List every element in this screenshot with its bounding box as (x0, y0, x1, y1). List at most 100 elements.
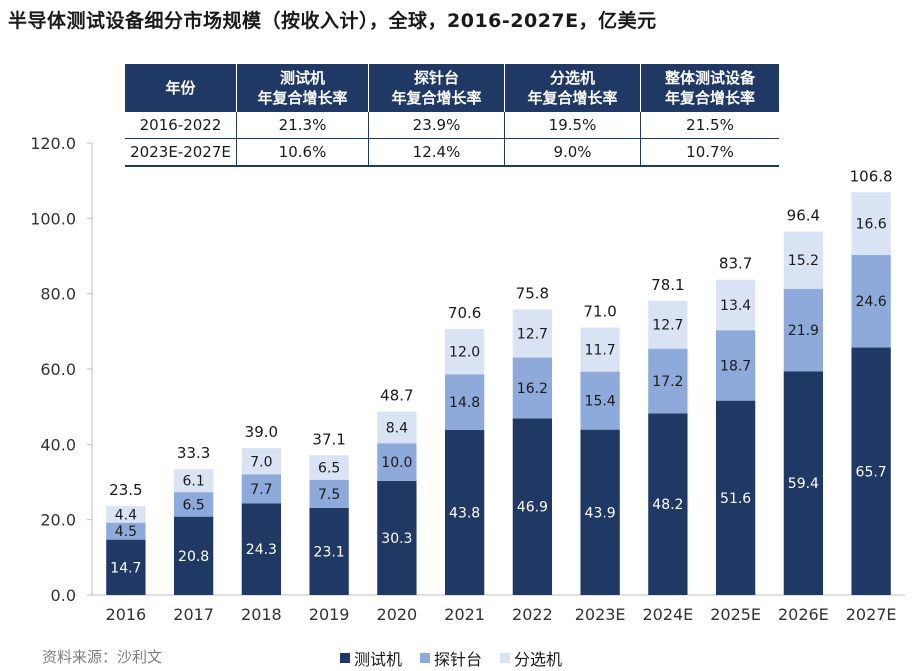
legend-label-prober: 探针台 (434, 650, 483, 669)
data-label: 43.9 (585, 505, 616, 521)
data-label: 14.7 (110, 560, 141, 576)
bar-segment-tester (715, 400, 756, 595)
data-label: 16.2 (517, 381, 548, 397)
total-label: 37.1 (312, 430, 345, 448)
bar-segment-tester (309, 507, 349, 595)
x-tick-label: 2026E (778, 605, 829, 624)
y-tick-label: 60.0 (40, 360, 76, 379)
legend-item-prober: 探针台 (420, 646, 482, 670)
data-label: 12.7 (652, 318, 683, 334)
cagr-header-line: 年复合增长率 (664, 89, 755, 107)
cagr-cell: 2016-2022 (125, 112, 237, 139)
total-label: 33.3 (177, 444, 210, 462)
cagr-header-line: 年复合增长率 (391, 89, 482, 107)
data-label: 12.0 (449, 345, 480, 361)
cagr-cell: 2023E-2027E (125, 138, 237, 167)
data-label: 20.8 (178, 549, 209, 565)
data-label: 17.2 (652, 374, 683, 390)
y-tick-label: 120.0 (30, 134, 76, 153)
cagr-table: 年份 测试机年复合增长率 探针台 年复合增长率 分选机年复合增长率 整体测试设备年… (125, 64, 779, 167)
bar-segment-handler (309, 455, 349, 480)
data-label: 51.6 (720, 491, 751, 507)
total-label: 70.6 (448, 304, 481, 322)
cagr-header-line: 分选机 (549, 69, 595, 87)
data-label: 24.3 (246, 542, 277, 558)
bar-segment-tester (444, 430, 485, 595)
bar-segment-handler (173, 469, 214, 493)
cagr-header-year: 年份 (125, 64, 237, 112)
bar-segment-tester (512, 418, 553, 595)
bar-segment-tester (377, 480, 417, 595)
bar-segment-tester (851, 347, 891, 595)
data-label: 18.7 (720, 358, 751, 374)
bar-segment-prober (851, 254, 891, 348)
cagr-header-line: 年份 (165, 79, 196, 97)
x-tick-label: 2017 (173, 605, 214, 624)
data-label: 46.9 (517, 500, 548, 516)
bar-segment-prober (377, 443, 417, 481)
data-label: 6.5 (182, 497, 204, 513)
data-label: 24.6 (856, 294, 887, 310)
x-tick-label: 2025E (710, 605, 761, 624)
data-label: 7.5 (318, 487, 340, 503)
cagr-header-line: 测试机 (279, 69, 325, 87)
bar-segment-prober (241, 474, 282, 504)
total-label: 96.4 (787, 207, 820, 225)
total-label: 39.0 (245, 423, 278, 441)
x-tick-label: 2018 (241, 605, 282, 624)
data-label: 6.1 (182, 474, 204, 490)
cagr-cell: 10.6% (236, 138, 369, 167)
chart-title: 半导体测试设备细分市场规模（按收入计），全球，2016-2027E，亿美元 (8, 10, 657, 32)
cagr-cell: 10.7% (640, 138, 779, 167)
bar-segment-prober (512, 357, 553, 419)
y-tick-label: 20.0 (40, 511, 76, 530)
total-label: 71.0 (583, 303, 616, 321)
bar-segment-tester (648, 413, 688, 595)
cagr-cell: 19.5% (504, 112, 641, 139)
total-label: 75.8 (516, 284, 549, 302)
source-note: 资料来源：沙利文 (42, 648, 163, 666)
legend: 测试机 探针台 分选机 (340, 646, 562, 670)
legend-item-tester: 测试机 (340, 646, 402, 670)
bar-segment-prober (648, 348, 688, 414)
data-label: 4.4 (115, 507, 137, 523)
bar-segment-tester (241, 503, 282, 595)
x-tick-label: 2027E (846, 605, 897, 624)
cagr-cell: 21.3% (236, 112, 369, 139)
total-label: 83.7 (719, 255, 752, 273)
y-tick-label: 80.0 (40, 285, 76, 304)
cagr-header-line: 年复合增长率 (527, 89, 618, 107)
bar-segment-prober (444, 374, 485, 431)
total-label: 23.5 (109, 481, 142, 499)
x-tick-label: 2024E (642, 605, 693, 624)
y-tick-label: 100.0 (30, 209, 76, 228)
bar-segment-tester (783, 371, 824, 595)
x-tick-label: 2016 (106, 605, 147, 624)
cagr-header-prober: 探针台 年复合增长率 (368, 64, 505, 112)
bar-segment-handler (783, 231, 824, 289)
y-tick-label: 0.0 (51, 586, 76, 605)
cagr-row: 2016-2022 21.3% 23.9% 19.5% 21.5% (125, 112, 779, 139)
x-tick-label: 2019 (309, 605, 350, 624)
bar-segment-handler (715, 279, 756, 331)
x-tick-label: 2021 (444, 605, 485, 624)
bar-segment-tester (173, 516, 214, 595)
cagr-cell: 23.9% (368, 112, 505, 139)
legend-label-handler: 分选机 (514, 650, 563, 669)
data-label: 65.7 (856, 464, 887, 480)
data-label: 59.4 (788, 476, 819, 492)
data-label: 4.5 (115, 524, 137, 540)
data-label: 7.7 (250, 482, 272, 498)
y-tick-label: 40.0 (40, 435, 76, 454)
legend-label-tester: 测试机 (354, 650, 403, 669)
cagr-header-tester: 测试机 年复合增长率 (236, 64, 369, 112)
cagr-cell: 12.4% (368, 138, 505, 167)
bar-segment-handler (241, 448, 282, 475)
data-label: 15.4 (585, 394, 616, 410)
cagr-header-total: 整体测试设备 年复合增长率 (640, 64, 779, 112)
data-label: 15.2 (788, 253, 819, 269)
data-label: 23.1 (314, 544, 345, 560)
cagr-header-line: 年复合增长率 (257, 89, 348, 107)
bar-segment-prober (783, 288, 824, 372)
